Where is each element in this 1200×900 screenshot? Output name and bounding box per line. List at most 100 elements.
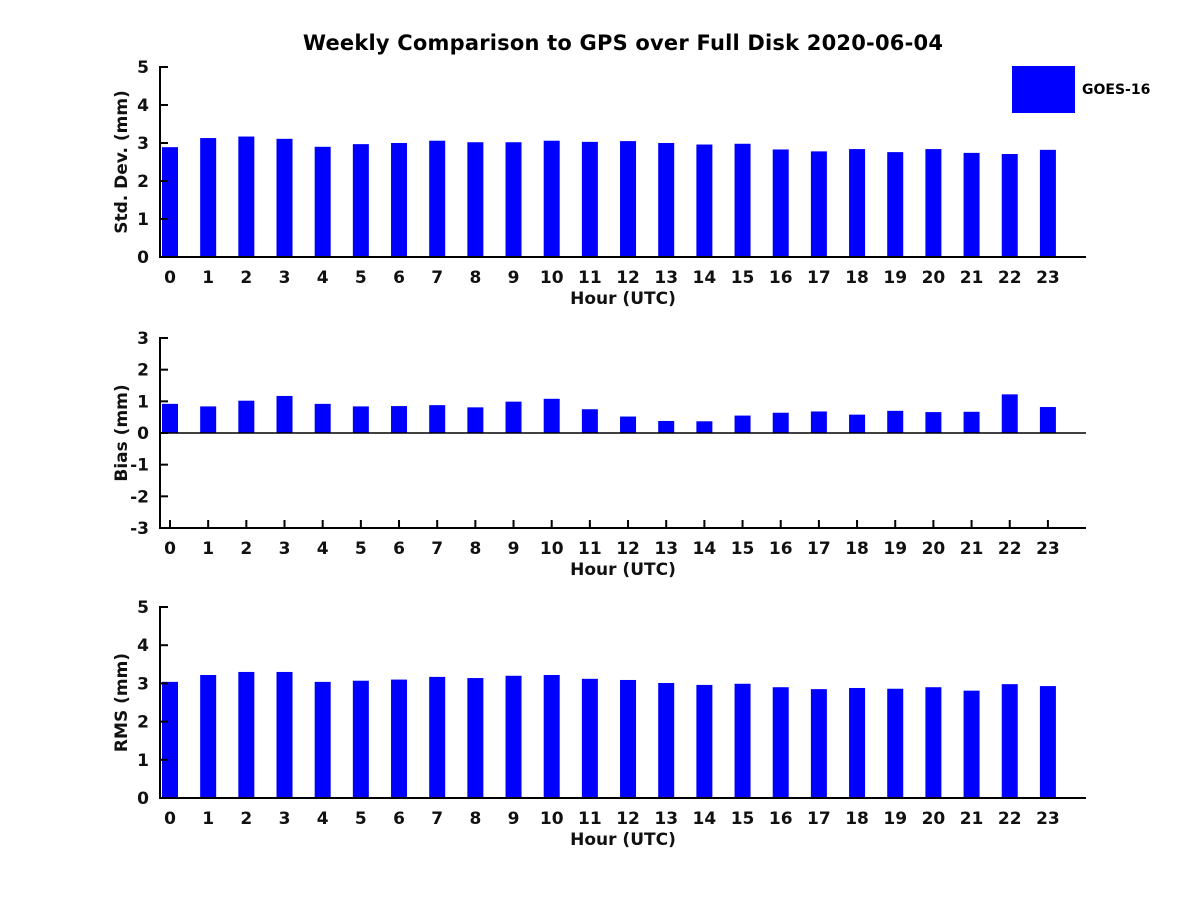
bar-rms-hour-11 — [581, 678, 598, 798]
bar-rms-hour-0 — [162, 681, 178, 798]
chart-title: Weekly Comparison to GPS over Full Disk … — [302, 31, 944, 55]
bar-rms-hour-10 — [543, 674, 560, 798]
bar-bias-hour-7 — [429, 405, 446, 433]
bar-std-dev-hour-6 — [391, 143, 408, 257]
x-tick-label-std-dev-18: 18 — [845, 268, 869, 288]
bar-rms-hour-9 — [505, 675, 522, 798]
bar-rms-hour-6 — [391, 679, 408, 798]
x-tick-label-bias-23: 23 — [1036, 539, 1060, 559]
x-tick-label-rms-15: 15 — [731, 809, 755, 829]
bar-bias-hour-18 — [849, 414, 866, 433]
y-tick-label-rms-2: 2 — [137, 713, 149, 733]
bar-rms-hour-16 — [772, 687, 789, 798]
bar-std-dev-hour-11 — [581, 141, 598, 257]
bar-rms-hour-23 — [1039, 686, 1056, 798]
x-tick-label-bias-22: 22 — [998, 539, 1022, 559]
bar-std-dev-hour-4 — [314, 146, 331, 257]
x-tick-label-bias-18: 18 — [845, 539, 869, 559]
x-tick-label-bias-14: 14 — [693, 539, 717, 559]
x-tick-label-rms-16: 16 — [769, 809, 793, 829]
bar-bias-hour-21 — [963, 411, 980, 433]
y-tick-label-bias--2: -2 — [130, 487, 149, 507]
y-tick-label-std-dev-1: 1 — [137, 210, 149, 230]
bar-std-dev-hour-10 — [543, 140, 560, 257]
x-tick-label-bias-15: 15 — [731, 539, 755, 559]
x-tick-label-rms-0: 0 — [164, 809, 176, 829]
y-tick-label-std-dev-4: 4 — [137, 96, 149, 116]
x-tick-label-rms-6: 6 — [393, 809, 405, 829]
bar-bias-hour-15 — [734, 415, 751, 433]
x-tick-label-rms-10: 10 — [540, 809, 564, 829]
bar-std-dev-hour-7 — [429, 140, 446, 257]
bar-std-dev-hour-9 — [505, 142, 522, 257]
bar-rms-hour-2 — [238, 671, 255, 798]
y-tick-label-bias-2: 2 — [137, 361, 149, 381]
x-tick-label-bias-21: 21 — [960, 539, 984, 559]
bar-std-dev-hour-1 — [200, 138, 217, 257]
bar-rms-hour-19 — [887, 688, 904, 798]
legend-label-goes16: GOES-16 — [1082, 81, 1151, 98]
x-tick-label-rms-17: 17 — [807, 809, 831, 829]
y-tick-label-rms-5: 5 — [137, 598, 149, 618]
bar-rms-hour-17 — [810, 689, 827, 798]
bar-bias-hour-4 — [314, 403, 331, 433]
y-tick-label-rms-1: 1 — [137, 751, 149, 771]
x-tick-label-std-dev-16: 16 — [769, 268, 793, 288]
x-tick-label-rms-3: 3 — [279, 809, 291, 829]
x-tick-label-std-dev-1: 1 — [202, 268, 214, 288]
x-tick-label-bias-7: 7 — [431, 539, 443, 559]
x-tick-label-std-dev-11: 11 — [578, 268, 602, 288]
bar-rms-hour-20 — [925, 687, 942, 798]
bar-rms-hour-7 — [429, 676, 446, 798]
bar-std-dev-hour-16 — [772, 149, 789, 257]
bar-rms-hour-5 — [352, 680, 369, 798]
x-axis-label-rms: Hour (UTC) — [570, 830, 676, 850]
bar-std-dev-hour-20 — [925, 149, 942, 257]
x-tick-label-std-dev-23: 23 — [1036, 268, 1060, 288]
x-axis-label-std-dev: Hour (UTC) — [570, 289, 676, 309]
x-tick-label-rms-19: 19 — [883, 809, 907, 829]
bar-rms-hour-15 — [734, 683, 751, 798]
x-tick-label-bias-17: 17 — [807, 539, 831, 559]
x-tick-label-bias-0: 0 — [164, 539, 176, 559]
y-tick-label-std-dev-5: 5 — [137, 58, 149, 78]
bar-bias-hour-8 — [467, 407, 484, 433]
bar-std-dev-hour-22 — [1001, 154, 1018, 257]
x-tick-label-bias-5: 5 — [355, 539, 367, 559]
bar-rms-hour-13 — [658, 683, 675, 798]
x-tick-label-std-dev-2: 2 — [240, 268, 252, 288]
bar-std-dev-hour-2 — [238, 136, 255, 257]
x-tick-label-rms-11: 11 — [578, 809, 602, 829]
x-tick-label-bias-6: 6 — [393, 539, 405, 559]
x-tick-label-bias-20: 20 — [922, 539, 946, 559]
y-tick-label-std-dev-0: 0 — [137, 248, 149, 268]
x-tick-label-rms-20: 20 — [922, 809, 946, 829]
x-tick-label-std-dev-15: 15 — [731, 268, 755, 288]
x-tick-label-rms-14: 14 — [693, 809, 717, 829]
bar-std-dev-hour-0 — [162, 147, 178, 257]
bar-bias-hour-5 — [352, 406, 369, 433]
bar-bias-hour-2 — [238, 400, 255, 433]
x-tick-label-rms-2: 2 — [240, 809, 252, 829]
x-tick-label-rms-5: 5 — [355, 809, 367, 829]
x-tick-label-rms-12: 12 — [616, 809, 640, 829]
x-tick-label-std-dev-4: 4 — [317, 268, 329, 288]
bar-std-dev-hour-12 — [620, 141, 637, 257]
x-tick-label-bias-12: 12 — [616, 539, 640, 559]
bar-bias-hour-14 — [696, 421, 713, 433]
bar-rms-hour-1 — [200, 674, 217, 798]
x-tick-label-bias-11: 11 — [578, 539, 602, 559]
bar-bias-hour-9 — [505, 401, 522, 433]
x-tick-label-std-dev-6: 6 — [393, 268, 405, 288]
bar-bias-hour-16 — [772, 412, 789, 433]
x-tick-label-rms-18: 18 — [845, 809, 869, 829]
x-tick-label-rms-23: 23 — [1036, 809, 1060, 829]
x-tick-label-rms-9: 9 — [508, 809, 520, 829]
y-tick-label-bias-1: 1 — [137, 392, 149, 412]
y-tick-label-rms-4: 4 — [137, 636, 149, 656]
x-tick-label-bias-10: 10 — [540, 539, 564, 559]
x-axis-label-bias: Hour (UTC) — [570, 560, 676, 580]
